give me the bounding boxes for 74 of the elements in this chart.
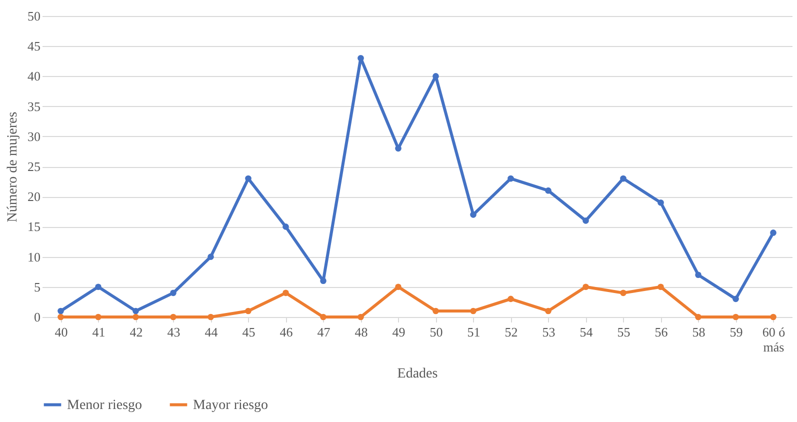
x-tick-label: 58	[692, 324, 706, 340]
point	[545, 187, 552, 194]
point	[508, 296, 514, 302]
point	[208, 254, 214, 260]
point	[282, 224, 289, 230]
point	[395, 145, 402, 152]
x-tick-label: 42	[130, 324, 143, 340]
y-tick-label: 0	[34, 310, 40, 324]
x-tick-label: 41	[92, 324, 106, 340]
x-tick-label: 45	[242, 324, 256, 340]
point	[545, 308, 552, 314]
x-axis-title: Edades	[397, 366, 438, 382]
y-tick-label: 10	[28, 249, 40, 264]
point	[320, 314, 326, 320]
point	[95, 314, 102, 320]
point	[470, 212, 476, 218]
x-tick-label: 55	[617, 324, 630, 340]
x-tick-label: 46	[280, 324, 294, 340]
y-tick-label: 15	[28, 219, 40, 234]
x-tick-label: 48	[354, 324, 368, 340]
x-tick-label: 40	[54, 324, 68, 340]
point	[395, 284, 402, 290]
y-tick-label: 20	[28, 189, 40, 204]
y-tick-label: 5	[34, 279, 40, 294]
point	[358, 314, 364, 320]
legend-label: Menor riesgo	[67, 398, 142, 413]
x-tick-label: 53	[542, 324, 556, 340]
point	[770, 314, 776, 320]
point	[132, 308, 139, 314]
point	[95, 284, 102, 290]
x-tick-label: 44	[204, 324, 218, 340]
point	[58, 308, 64, 314]
point	[282, 290, 289, 296]
point	[320, 278, 326, 284]
y-tick-label: 35	[28, 98, 40, 114]
x-tick-label: 56	[654, 324, 668, 340]
y-tick-label: 30	[28, 128, 40, 144]
point	[358, 54, 364, 62]
point	[58, 314, 64, 320]
point	[732, 296, 739, 302]
point	[620, 290, 626, 296]
point	[245, 308, 252, 314]
point	[132, 314, 139, 320]
x-tick-label: 43	[167, 324, 180, 340]
point	[620, 175, 626, 182]
x-tick-label: 59	[730, 324, 743, 340]
point	[732, 314, 739, 320]
point	[432, 308, 439, 314]
point	[658, 284, 664, 290]
y-tick-label: 25	[28, 159, 40, 174]
y-tick-label: 50	[28, 8, 40, 24]
legend-label: Mayor riesgo	[193, 398, 268, 413]
x-tick-label: 50	[430, 324, 443, 340]
point	[695, 314, 702, 320]
point	[170, 290, 176, 296]
point	[470, 308, 476, 314]
x-tick-label: 47	[317, 324, 331, 340]
y-tick-label: 40	[28, 68, 40, 84]
x-tick-label: 54	[580, 324, 594, 340]
point	[582, 218, 589, 224]
y-axis-title: Número de mujeres	[6, 112, 20, 222]
point	[170, 314, 176, 320]
point	[658, 199, 664, 206]
point	[508, 175, 514, 182]
point	[695, 272, 702, 278]
y-tick-label: 45	[28, 38, 40, 54]
x-tick-label: 52	[504, 324, 518, 340]
point	[582, 284, 589, 290]
x-tick-label: 51	[467, 324, 480, 340]
x-tick-label: 60 ó más	[762, 324, 786, 354]
point	[245, 175, 252, 182]
point	[770, 230, 776, 236]
point	[208, 314, 214, 320]
x-tick-label: 49	[392, 324, 406, 340]
